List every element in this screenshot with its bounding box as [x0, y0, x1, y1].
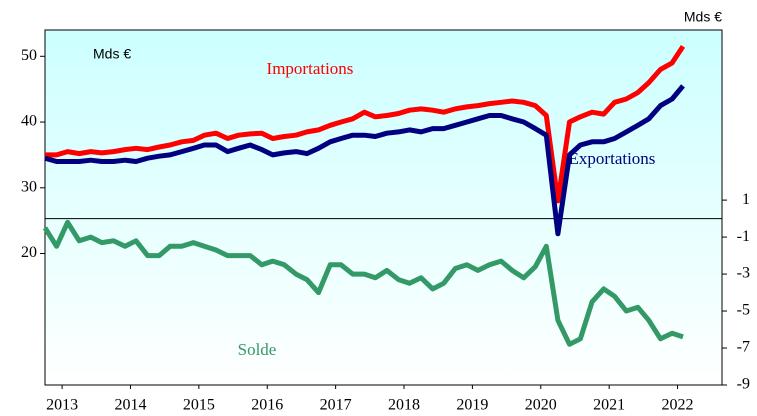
y2-tick-label: -1 — [737, 228, 750, 245]
x-tick-label: 2016 — [251, 397, 283, 414]
x-tick-label: 2021 — [593, 397, 625, 414]
x-tick-label: 2022 — [662, 397, 694, 414]
x-tick-label: 2018 — [388, 397, 420, 414]
x-tick-label: 2020 — [525, 397, 557, 414]
y2-tick-label: -3 — [737, 265, 750, 282]
series-label: Importations — [267, 59, 354, 78]
series-line — [42, 219, 684, 347]
y2-axis-label: Mds € — [684, 9, 722, 25]
series-line — [45, 45, 686, 204]
y2-tick-label: -7 — [737, 339, 750, 356]
x-tick-label: 2013 — [46, 397, 78, 414]
y-axis-label: Mds € — [93, 46, 131, 62]
x-tick-label: 2015 — [183, 397, 215, 414]
series-label: Solde — [238, 340, 277, 359]
x-tick-label: 2019 — [456, 397, 488, 414]
series-label: Exportations — [569, 149, 656, 168]
x-tick-label: 2014 — [114, 397, 146, 414]
series-line — [44, 84, 685, 237]
y-tick-label: 50 — [21, 47, 37, 64]
plot-area — [44, 29, 723, 386]
y-tick-label: 40 — [21, 113, 37, 130]
y-tick-label: 30 — [21, 178, 37, 195]
y2-tick-label: -5 — [737, 302, 750, 319]
y2-tick-label: -9 — [737, 376, 750, 393]
x-tick-label: 2017 — [320, 397, 352, 414]
y-tick-label: 20 — [21, 244, 37, 261]
y2-tick-label: 1 — [742, 191, 750, 208]
